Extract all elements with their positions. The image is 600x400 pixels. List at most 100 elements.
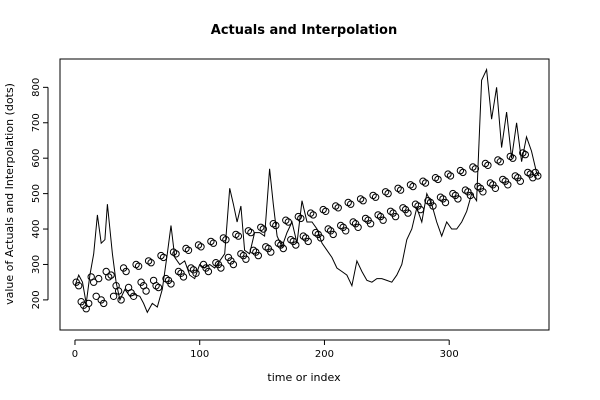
interpolation-point [484,161,492,170]
interpolation-point [309,211,317,219]
interpolation-point [217,264,225,272]
interpolation-point [209,239,218,247]
interpolation-point [317,234,325,242]
interpolation-point [359,197,367,205]
interpolation-point [234,232,243,240]
interpolation-point [109,292,118,300]
y-tick-label: 700 [31,113,42,132]
interpolation-point [114,287,123,295]
y-tick-label: 200 [31,290,42,309]
interpolation-point [95,274,103,283]
interpolation-point [284,218,292,226]
interpolation-point [329,230,337,239]
interpolation-point [384,189,392,198]
interpolation-point [92,292,100,300]
interpolation-point [222,236,230,244]
interpolation-point [297,214,305,223]
interpolation-point [322,207,330,216]
interpolation-point [379,216,387,224]
interpolation-point [504,181,512,189]
interpolation-point [366,220,375,228]
interpolation-point [279,244,287,253]
x-tick-label: 300 [440,349,459,360]
interpolation-point [409,182,417,191]
interpolation-point [254,251,262,260]
interpolation-point [534,172,542,180]
chart-title: Actuals and Interpolation [211,23,397,38]
interpolation-point [129,292,138,300]
interpolation-point [152,282,160,290]
interpolation-point [179,273,188,281]
y-tick-label: 600 [31,149,42,168]
interpolation-point [516,177,524,185]
interpolation-point [85,299,93,308]
y-tick-label: 500 [31,184,42,203]
x-axis: 0 100 200 300 [72,339,459,360]
x-tick-label: 0 [72,349,78,360]
interpolation-point [521,150,529,159]
interpolation-point [105,273,113,281]
interpolation-point [396,186,405,194]
interpolation-point [416,205,425,214]
interpolation-point [292,241,300,249]
y-tick-label: 400 [31,219,42,238]
interpolation-point [134,262,143,270]
interpolation-point [159,253,168,262]
plot-frame [59,58,550,331]
interpolation-point [304,237,312,246]
interpolation-point [247,228,255,237]
series-line-actuals [74,67,540,314]
series-layer [72,67,542,314]
interpolation-point [75,282,83,290]
interpolation-point [496,158,504,166]
interpolation-point [459,168,467,177]
x-tick-label: 200 [315,349,334,360]
interpolation-point [441,198,450,207]
interpolation-point [172,250,180,258]
interpolation-point [107,271,115,279]
interpolation-point [404,209,412,217]
interpolation-point [421,179,430,187]
interpolation-point [259,225,267,233]
interpolation-point [479,188,487,196]
x-tick-label: 100 [190,349,209,360]
interpolation-point [197,243,205,251]
interpolation-point [299,232,307,240]
y-axis: 200 300 400 500 600 700 800 [31,78,49,309]
interpolation-point [117,296,125,304]
interpolation-point [249,246,258,255]
interpolation-point [454,195,462,203]
interpolation-point [272,221,280,230]
interpolation-point [471,165,480,173]
interpolation-point [434,175,442,184]
interpolation-point [446,172,455,180]
interpolation-point [100,299,108,308]
interpolation-point [466,191,475,200]
y-tick-label: 300 [31,255,42,274]
x-axis-label: time or index [267,371,341,384]
interpolation-point [204,267,213,276]
interpolation-point [192,269,200,277]
interpolation-point [267,248,275,256]
interpolation-point [122,267,130,276]
interpolation-point [342,227,350,235]
interpolation-point [242,255,250,263]
interpolation-point [347,200,355,208]
interpolation-point [184,246,193,255]
interpolation-point [147,259,155,267]
interpolation-point [154,283,163,292]
y-axis-label: value of Actuals and Interpolation (dots… [3,83,16,305]
interpolation-point [391,212,400,221]
interpolation-point [167,280,175,288]
interpolation-point [509,154,517,162]
interpolation-point [429,202,437,210]
interpolation-point [354,223,362,232]
interpolation-point [334,204,342,212]
interpolation-point [491,184,500,193]
interpolation-point [142,287,150,295]
interpolation-point [371,193,380,201]
interpolation-point [90,278,98,286]
interpolation-point [229,260,238,269]
